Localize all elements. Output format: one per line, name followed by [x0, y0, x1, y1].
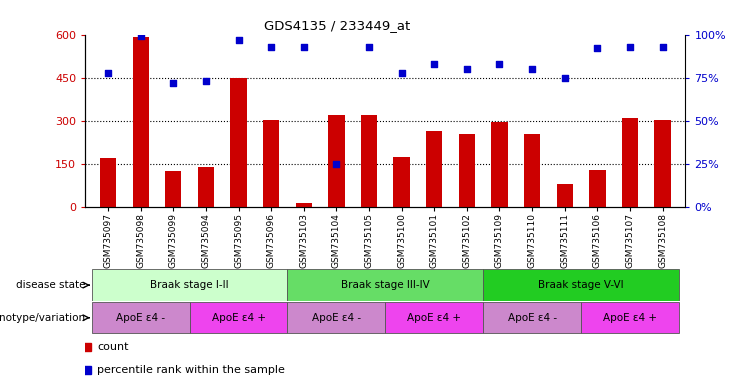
Text: ApoE ε4 -: ApoE ε4 -: [312, 313, 361, 323]
Text: count: count: [97, 342, 129, 352]
Text: genotype/variation: genotype/variation: [0, 313, 86, 323]
Point: [363, 44, 375, 50]
Point: [265, 44, 277, 50]
Point: [624, 44, 636, 50]
Text: Braak stage I-II: Braak stage I-II: [150, 280, 229, 290]
Title: GDS4135 / 233449_at: GDS4135 / 233449_at: [265, 19, 411, 32]
Point: [396, 70, 408, 76]
Text: ApoE ε4 -: ApoE ε4 -: [508, 313, 556, 323]
Text: Braak stage V-VI: Braak stage V-VI: [538, 280, 624, 290]
Bar: [622, 118, 638, 207]
Point: [167, 80, 179, 86]
Point: [298, 44, 310, 50]
Point: [102, 70, 114, 76]
Bar: [361, 115, 377, 207]
Point: [330, 161, 342, 167]
Text: Braak stage III-IV: Braak stage III-IV: [341, 280, 430, 290]
Point: [428, 61, 440, 67]
Bar: [483, 302, 581, 333]
Bar: [328, 115, 345, 207]
Bar: [393, 157, 410, 207]
Point: [494, 61, 505, 67]
Point: [591, 45, 603, 51]
Bar: [426, 131, 442, 207]
Point: [657, 44, 668, 50]
Bar: [524, 134, 540, 207]
Bar: [133, 38, 149, 207]
Text: percentile rank within the sample: percentile rank within the sample: [97, 365, 285, 375]
Bar: [92, 302, 190, 333]
Bar: [100, 158, 116, 207]
Bar: [483, 270, 679, 301]
Text: disease state: disease state: [16, 280, 86, 290]
Text: ApoE ε4 +: ApoE ε4 +: [408, 313, 461, 323]
Bar: [589, 170, 605, 207]
Bar: [296, 203, 312, 207]
Point: [135, 33, 147, 40]
Bar: [491, 122, 508, 207]
Point: [233, 37, 245, 43]
Bar: [198, 167, 214, 207]
Text: ApoE ε4 +: ApoE ε4 +: [211, 313, 265, 323]
Bar: [92, 270, 288, 301]
Bar: [581, 302, 679, 333]
Bar: [263, 119, 279, 207]
Bar: [556, 184, 573, 207]
Text: ApoE ε4 +: ApoE ε4 +: [603, 313, 657, 323]
Bar: [385, 302, 483, 333]
Point: [461, 66, 473, 72]
Point: [526, 66, 538, 72]
Point: [559, 74, 571, 81]
Bar: [288, 270, 483, 301]
Bar: [654, 119, 671, 207]
Bar: [230, 78, 247, 207]
Bar: [459, 134, 475, 207]
Bar: [190, 302, 288, 333]
Point: [200, 78, 212, 84]
Text: ApoE ε4 -: ApoE ε4 -: [116, 313, 165, 323]
Bar: [288, 302, 385, 333]
Bar: [165, 171, 182, 207]
